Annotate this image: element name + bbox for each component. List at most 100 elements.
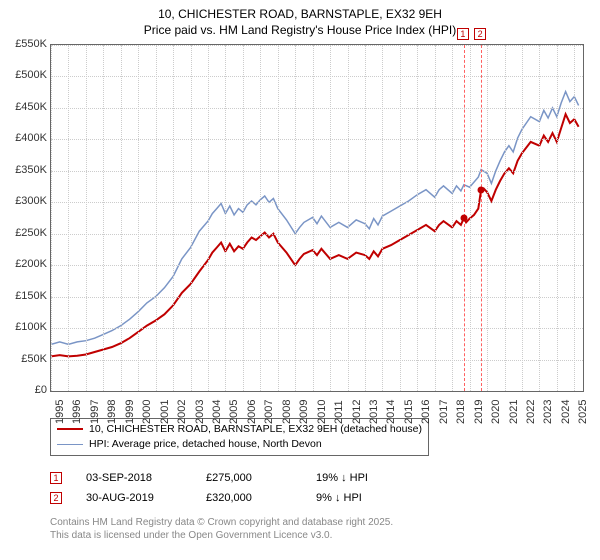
y-axis-label: £100K xyxy=(3,321,47,333)
sales-diff: 9% ↓ HPI xyxy=(316,492,406,504)
grid-line-v xyxy=(225,45,226,391)
sales-price: £275,000 xyxy=(206,472,316,484)
y-axis-label: £450K xyxy=(3,101,47,113)
sales-table: 103-SEP-2018£275,00019% ↓ HPI230-AUG-201… xyxy=(50,468,406,508)
y-axis-label: £200K xyxy=(3,258,47,270)
grid-line-v xyxy=(487,45,488,391)
grid-line-h xyxy=(51,76,583,77)
y-axis-label: £0 xyxy=(3,384,47,396)
y-axis-label: £400K xyxy=(3,132,47,144)
x-axis-label: 2002 xyxy=(176,400,188,424)
x-axis-label: 2016 xyxy=(420,400,432,424)
grid-line-v xyxy=(505,45,506,391)
grid-line-v xyxy=(243,45,244,391)
grid-line-v xyxy=(173,45,174,391)
x-axis-label: 1999 xyxy=(124,400,136,424)
grid-line-v xyxy=(400,45,401,391)
grid-line-v xyxy=(539,45,540,391)
grid-line-v xyxy=(348,45,349,391)
grid-line-v xyxy=(557,45,558,391)
grid-line-v xyxy=(417,45,418,391)
y-axis-label: £500K xyxy=(3,69,47,81)
grid-line-h xyxy=(51,45,583,46)
legend-row: 10, CHICHESTER ROAD, BARNSTAPLE, EX32 9E… xyxy=(57,422,422,437)
grid-line-h xyxy=(51,171,583,172)
x-axis-label: 2012 xyxy=(351,400,363,424)
footer-line-2: This data is licensed under the Open Gov… xyxy=(50,529,393,542)
chart-lines xyxy=(51,45,583,391)
chart-title: 10, CHICHESTER ROAD, BARNSTAPLE, EX32 9E… xyxy=(0,0,600,38)
x-axis-label: 2000 xyxy=(141,400,153,424)
grid-line-v xyxy=(574,45,575,391)
grid-line-v xyxy=(86,45,87,391)
grid-line-v xyxy=(121,45,122,391)
grid-line-v xyxy=(522,45,523,391)
legend-row: HPI: Average price, detached house, Nort… xyxy=(57,437,422,452)
x-axis-label: 2007 xyxy=(263,400,275,424)
sales-row: 230-AUG-2019£320,0009% ↓ HPI xyxy=(50,488,406,508)
x-axis-label: 2020 xyxy=(490,400,502,424)
legend-swatch xyxy=(57,428,83,430)
series-price_paid xyxy=(51,114,579,356)
y-axis-label: £350K xyxy=(3,164,47,176)
grid-line-h xyxy=(51,297,583,298)
footer-attribution: Contains HM Land Registry data © Crown c… xyxy=(50,516,393,542)
sales-price: £320,000 xyxy=(206,492,316,504)
x-axis-label: 2019 xyxy=(473,400,485,424)
x-axis-label: 2013 xyxy=(368,400,380,424)
y-axis-label: £300K xyxy=(3,195,47,207)
sales-date: 03-SEP-2018 xyxy=(86,472,206,484)
sales-date: 30-AUG-2019 xyxy=(86,492,206,504)
grid-line-v xyxy=(452,45,453,391)
y-axis-label: £50K xyxy=(3,353,47,365)
sales-marker: 1 xyxy=(50,472,62,484)
grid-line-v xyxy=(68,45,69,391)
legend-swatch xyxy=(57,444,83,445)
legend-label: 10, CHICHESTER ROAD, BARNSTAPLE, EX32 9E… xyxy=(89,422,422,437)
x-axis-label: 2025 xyxy=(577,400,589,424)
grid-line-h xyxy=(51,108,583,109)
grid-line-v xyxy=(208,45,209,391)
grid-line-h xyxy=(51,328,583,329)
x-axis-label: 2018 xyxy=(455,400,467,424)
grid-line-h xyxy=(51,202,583,203)
x-axis-label: 2023 xyxy=(542,400,554,424)
sale-point-dot xyxy=(478,186,485,193)
grid-line-h xyxy=(51,360,583,361)
event-marker: 2 xyxy=(474,28,486,40)
y-axis-label: £550K xyxy=(3,38,47,50)
grid-line-v xyxy=(330,45,331,391)
grid-line-v xyxy=(470,45,471,391)
x-axis-label: 2011 xyxy=(333,400,345,424)
x-axis-label: 2003 xyxy=(194,400,206,424)
x-axis-label: 2014 xyxy=(385,400,397,424)
x-axis-label: 1995 xyxy=(54,400,66,424)
x-axis-label: 2022 xyxy=(525,400,537,424)
x-axis-label: 2021 xyxy=(508,400,520,424)
x-axis-label: 2006 xyxy=(246,400,258,424)
title-subtitle: Price paid vs. HM Land Registry's House … xyxy=(0,22,600,38)
grid-line-v xyxy=(191,45,192,391)
x-axis-label: 1996 xyxy=(71,400,83,424)
grid-line-v xyxy=(382,45,383,391)
x-axis-label: 2008 xyxy=(281,400,293,424)
x-axis-label: 2017 xyxy=(438,400,450,424)
footer-line-1: Contains HM Land Registry data © Crown c… xyxy=(50,516,393,529)
grid-line-v xyxy=(103,45,104,391)
grid-line-v xyxy=(260,45,261,391)
grid-line-v xyxy=(365,45,366,391)
event-marker: 1 xyxy=(457,28,469,40)
x-axis-label: 2004 xyxy=(211,400,223,424)
grid-line-v xyxy=(435,45,436,391)
y-axis-label: £150K xyxy=(3,290,47,302)
x-axis-label: 2009 xyxy=(298,400,310,424)
x-axis-label: 2024 xyxy=(560,400,572,424)
sales-row: 103-SEP-2018£275,00019% ↓ HPI xyxy=(50,468,406,488)
grid-line-v xyxy=(138,45,139,391)
x-axis-label: 2015 xyxy=(403,400,415,424)
grid-line-h xyxy=(51,139,583,140)
grid-line-h xyxy=(51,265,583,266)
plot-area xyxy=(50,44,584,392)
x-axis-label: 1998 xyxy=(106,400,118,424)
title-address: 10, CHICHESTER ROAD, BARNSTAPLE, EX32 9E… xyxy=(0,6,600,22)
